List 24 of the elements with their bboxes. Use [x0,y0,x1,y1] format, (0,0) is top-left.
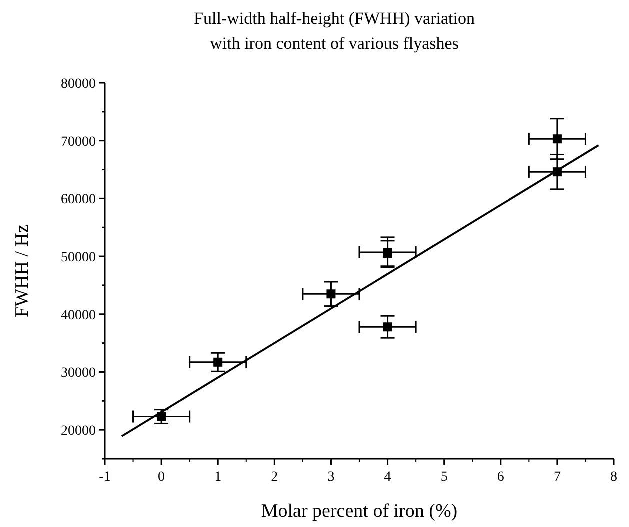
x-tick-label: 5 [440,470,448,485]
point [326,290,336,299]
x-tick-label: 4 [384,470,392,485]
y-tick-label: 60000 [61,192,96,208]
y-tick-label: 80000 [61,77,96,92]
x-axis-title: Molar percent of iron (%) [261,501,458,522]
x-tick-label: -1 [99,470,111,485]
y-tick-label: 50000 [61,250,96,266]
point [552,134,562,144]
x-tick-label: 3 [328,470,335,485]
x-tick-label: 7 [554,470,561,485]
y-tick-label: 70000 [61,134,96,150]
y-tick-label: 30000 [61,366,96,382]
x-tick-label: 0 [158,470,166,485]
y-axis-title: FWHH / Hz [12,224,33,318]
y-tick-label: 20000 [61,424,96,440]
y-tick-label: 40000 [61,308,96,324]
x-tick-label: 8 [610,470,618,485]
point [383,322,392,332]
x-tick-label: 6 [497,470,504,485]
chart-title: Full-width half-height (FWHH) variation with iron content of various flyashes [194,9,476,53]
x-tick-label: 2 [271,470,278,485]
x-tick-label: 1 [214,470,222,485]
point [214,358,223,367]
